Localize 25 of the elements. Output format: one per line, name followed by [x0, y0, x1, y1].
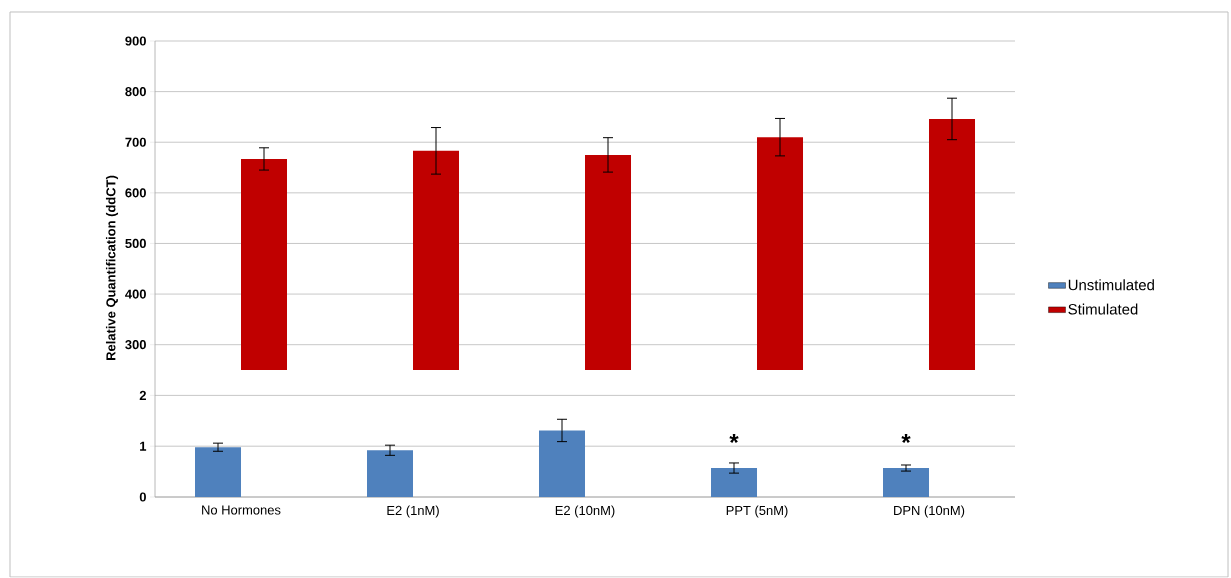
x-tick-label: E2 (1nM): [387, 505, 439, 518]
y-axis-title: Relative Quantification (ddCT): [105, 176, 119, 361]
y-tick-label: 900: [125, 36, 146, 46]
bar: [883, 468, 930, 498]
bar: [195, 447, 241, 498]
x-tick-label: E2 (10nM): [555, 505, 615, 518]
y-tick-label: 0: [139, 492, 146, 502]
y-tick-label: 600: [125, 188, 146, 198]
annotation: *: [901, 434, 911, 444]
legend-label: Unstimulated: [1068, 279, 1154, 291]
y-tick-label: 800: [125, 87, 146, 97]
bar: [539, 430, 585, 498]
annotation: *: [729, 434, 739, 444]
bar: [711, 468, 758, 498]
y-tick-label: 400: [125, 289, 146, 299]
legend-label: Stimulated: [1068, 303, 1138, 315]
y-tick-label: 300: [125, 340, 146, 350]
x-tick-label: PPT (5nM): [726, 505, 788, 518]
y-tick-label: 700: [125, 137, 146, 148]
y-tick-label: 1: [140, 442, 147, 451]
x-tick-label: No Hormones: [202, 505, 281, 515]
bar: [367, 450, 413, 498]
y-tick-label: 500: [125, 239, 146, 249]
x-tick-label: DPN (10nM): [894, 505, 965, 518]
y-tick-label: 2: [139, 391, 146, 401]
